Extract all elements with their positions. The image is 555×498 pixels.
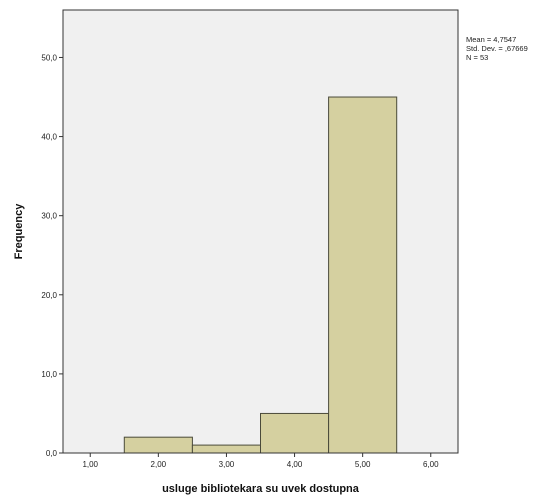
histogram-bar-2 [191,444,261,454]
x-tick-label: 1,00 [82,460,98,469]
y-tick-label: 40,0 [41,133,57,142]
histogram-bar-4 [328,96,398,454]
x-tick-label: 3,00 [219,460,235,469]
plot-area [62,9,459,454]
y-tick-label: 50,0 [41,53,57,62]
stats-mean: Mean = 4,7547 [466,35,516,44]
axes-group [62,10,458,454]
x-tick-label: 6,00 [423,460,439,469]
stats-n: N = 53 [466,53,488,62]
y-tick-label: 20,0 [41,291,57,300]
stats-std-dev: Std. Dev. = ,67669 [466,44,528,53]
histogram-bar-3 [260,412,330,454]
y-tick-label: 10,0 [41,370,57,379]
x-tick-label: 4,00 [287,460,303,469]
ticks-group: 0,0 10,0 20,0 30,0 40,0 50,0 1,00 2,00 3,00 4,00 5… [41,53,439,469]
x-tick-label: 5,00 [355,460,371,469]
stats-box: Mean = 4,7547 Std. Dev. = ,67669 N = 53 [466,35,528,62]
x-tick-label: 2,00 [151,460,167,469]
y-axis-title: Frequency [13,203,25,260]
y-tick-label: 30,0 [41,212,57,221]
y-tick-label: 0,0 [46,449,58,458]
bars-group [123,96,398,454]
x-axis-title: usluge bibliotekara su uvek dostupna [162,483,360,495]
histogram-bar-1 [123,436,193,454]
